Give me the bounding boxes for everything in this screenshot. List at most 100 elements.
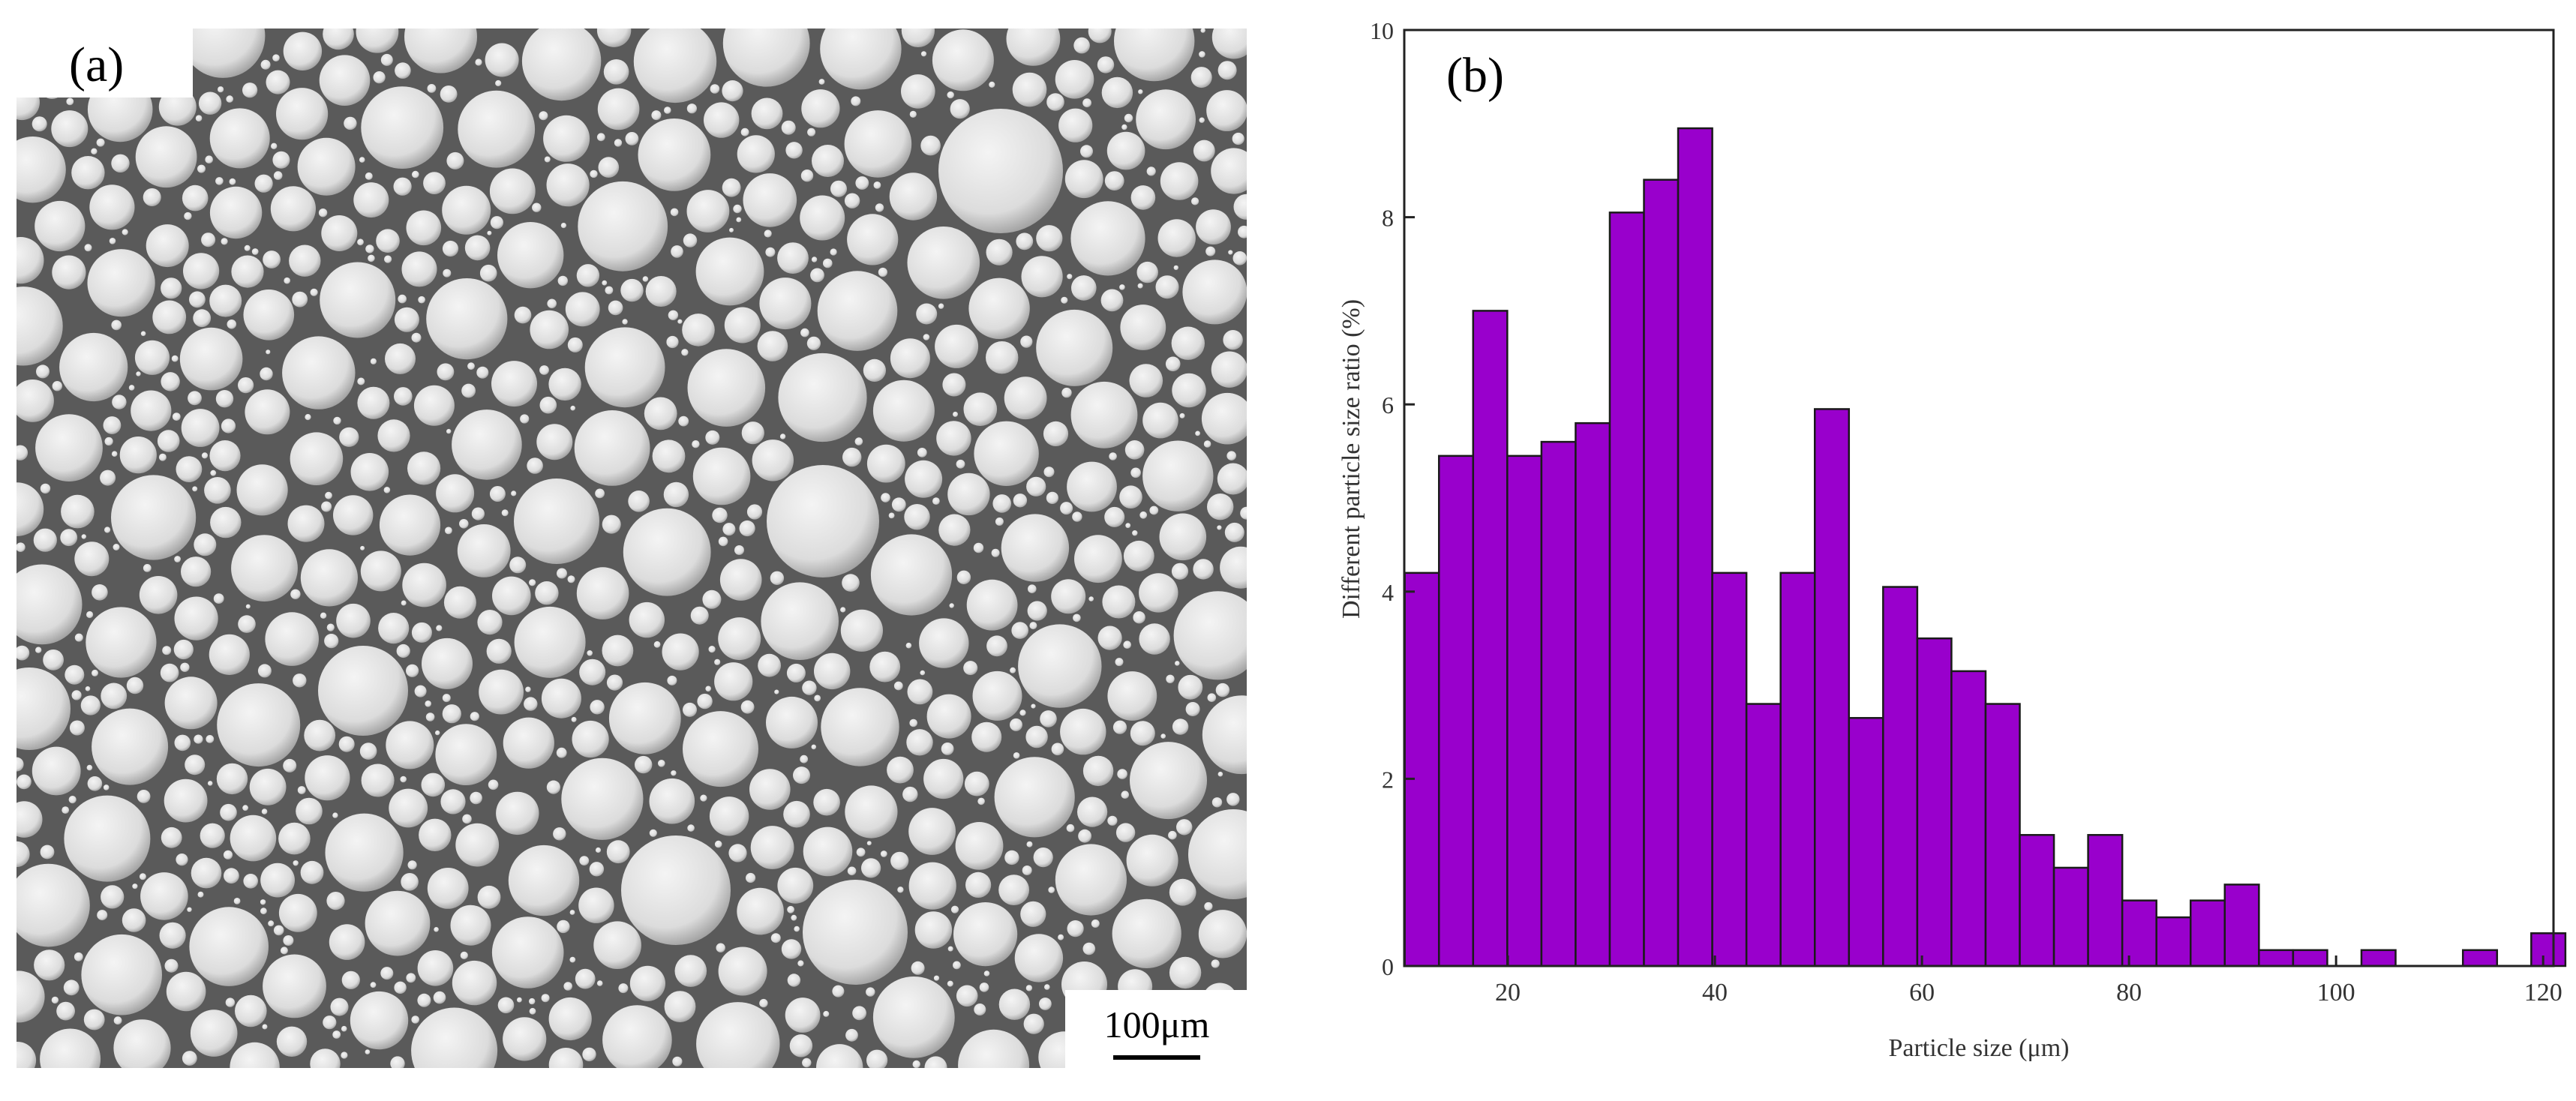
powder-particle (912, 1060, 920, 1069)
powder-particle (1070, 201, 1145, 276)
powder-particle (1133, 611, 1145, 624)
powder-particle (1112, 898, 1181, 968)
powder-particle (290, 432, 344, 485)
powder-particle (1198, 910, 1247, 958)
powder-particle (287, 505, 325, 542)
powder-particle (557, 568, 567, 579)
powder-particle (814, 652, 851, 690)
powder-particle (793, 766, 810, 784)
powder-particle (623, 508, 711, 596)
powder-particle (283, 758, 297, 772)
powder-particle (508, 844, 580, 916)
powder-particle (766, 696, 818, 748)
powder-particle (389, 788, 428, 828)
powder-particle (143, 564, 152, 572)
powder-particle (872, 380, 935, 442)
powder-particle (489, 168, 536, 214)
powder-particle (953, 961, 961, 970)
powder-particle (270, 186, 316, 232)
powder-particle (702, 590, 722, 609)
histogram-chart: Different particle size ratio (%) 20 40 60… (1338, 17, 2567, 1062)
powder-particle (1205, 246, 1216, 256)
y-tick-label-2: 2 (1382, 766, 1394, 793)
powder-particle (462, 814, 472, 824)
powder-particle (394, 307, 419, 332)
powder-particle (446, 428, 452, 434)
plot-frame (1403, 28, 2555, 968)
powder-particle (1203, 440, 1211, 448)
powder-particle (651, 110, 662, 121)
powder-particle (1206, 90, 1247, 131)
powder-particle (266, 350, 271, 355)
powder-particle (740, 700, 755, 714)
powder-particle (1026, 476, 1046, 496)
powder-particle (1121, 790, 1130, 799)
powder-particle (1117, 769, 1127, 779)
powder-particle (353, 182, 389, 218)
powder-particle (749, 769, 791, 810)
powder-particle (956, 459, 965, 469)
powder-particle (1185, 702, 1200, 716)
powder-particle (1115, 658, 1124, 667)
powder-particle (901, 74, 935, 109)
histogram-bar-3 (1472, 310, 1509, 968)
powder-particle (365, 1049, 371, 1054)
powder-particle (158, 88, 197, 126)
powder-particle (406, 210, 442, 246)
powder-particle (280, 946, 288, 955)
powder-particle (801, 89, 840, 128)
panel-label-b: (b) (1446, 48, 1504, 103)
powder-particle (979, 982, 989, 992)
powder-particle (949, 603, 954, 608)
powder-particle (891, 497, 906, 512)
powder-particle (800, 170, 814, 182)
powder-particle (998, 874, 1029, 905)
powder-particle (74, 542, 110, 577)
powder-particle (60, 529, 78, 547)
powder-particle (667, 675, 677, 686)
powder-particle (897, 886, 904, 893)
powder-particle (986, 238, 1013, 266)
powder-particle (1201, 392, 1253, 445)
powder-particle (1061, 387, 1072, 398)
powder-particle (786, 663, 806, 682)
powder-particle (1043, 421, 1069, 447)
powder-particle (608, 682, 681, 754)
powder-particle (1016, 232, 1034, 250)
powder-particle (360, 550, 401, 592)
powder-particle (971, 722, 1002, 752)
powder-particle (920, 51, 927, 57)
powder-particle (122, 908, 146, 932)
powder-particle (785, 998, 821, 1033)
powder-particle (1048, 886, 1055, 893)
powder-particle (396, 644, 410, 658)
powder-particle (1073, 37, 1090, 54)
powder-particle (492, 576, 531, 616)
powder-particle (233, 898, 241, 904)
powder-particle (810, 268, 824, 283)
powder-particle (109, 238, 116, 244)
powder-particle (485, 43, 519, 77)
powder-particle (907, 679, 933, 705)
histogram-bar-4 (1506, 454, 1543, 968)
powder-particle (1211, 351, 1248, 388)
powder-particle (765, 247, 776, 257)
powder-particle (1018, 624, 1102, 708)
powder-particle (65, 664, 85, 685)
powder-particle (434, 927, 439, 932)
powder-particle (696, 1002, 780, 1086)
powder-particle (851, 96, 861, 106)
powder-particle (582, 1047, 596, 1062)
powder-particle (977, 797, 985, 806)
powder-particle (188, 391, 202, 406)
powder-particle (357, 238, 364, 246)
powder-particle (759, 278, 812, 330)
histogram-bar-16 (1916, 637, 1953, 968)
powder-particle (300, 549, 358, 607)
powder-particle (823, 258, 833, 268)
powder-particle (297, 137, 356, 196)
powder-particle (704, 102, 740, 138)
powder-particle (135, 126, 197, 188)
powder-particle (296, 797, 323, 825)
histogram-bar-2 (1437, 454, 1475, 968)
